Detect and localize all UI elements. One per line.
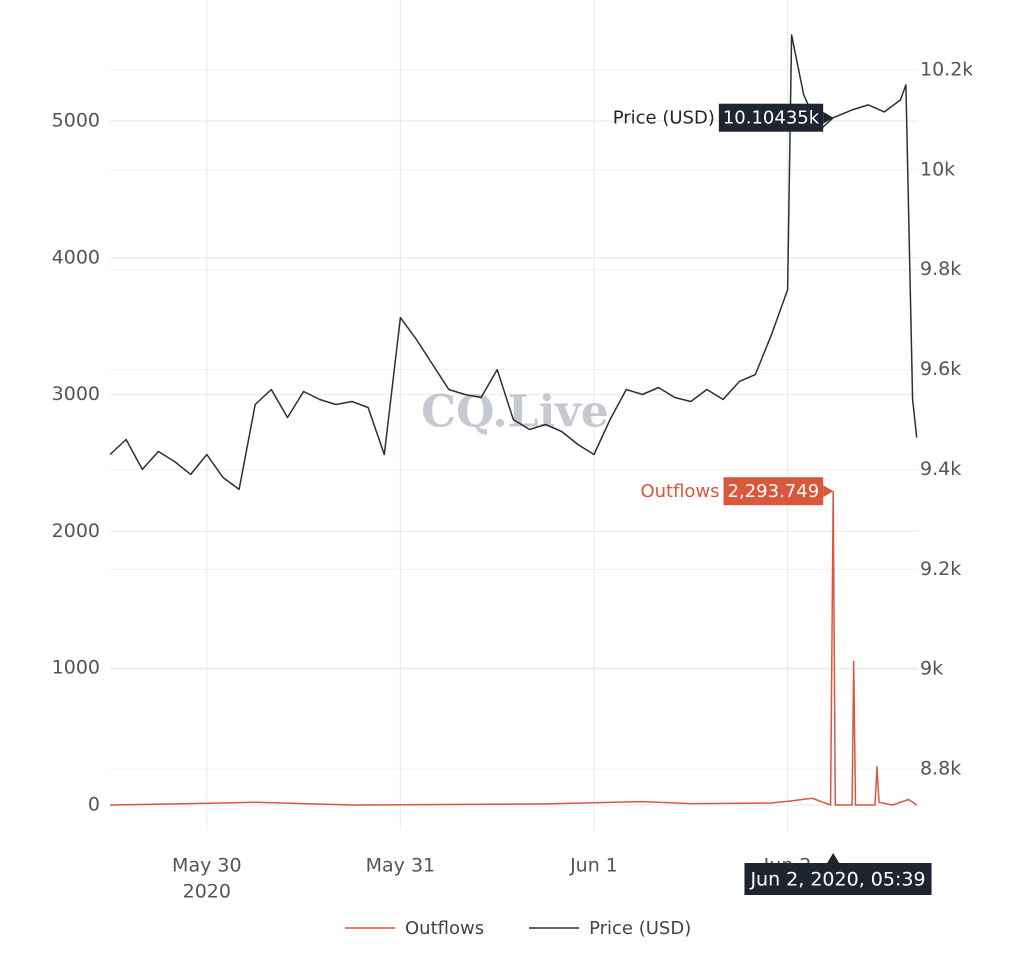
- series: [109, 34, 918, 806]
- y2-tick-label: 9.2k: [920, 558, 961, 580]
- y-tick-label: 5000: [52, 109, 100, 131]
- watermark: CQ.Live: [421, 387, 609, 438]
- y-tick-label: 4000: [52, 246, 100, 268]
- y-tick-label: 1000: [52, 657, 100, 679]
- y2-tick-label: 9.4k: [920, 458, 961, 480]
- legend-label: Price (USD): [589, 918, 691, 939]
- y2-tick-label: 9.6k: [920, 358, 961, 380]
- y-tick-label: 2000: [52, 520, 100, 542]
- tooltip-arrow: [823, 485, 834, 498]
- tooltip-name: Outflows: [640, 481, 719, 502]
- legend: Outflows Price (USD): [345, 918, 691, 939]
- x-tooltip-label: Jun 2, 2020, 05:39: [749, 869, 925, 891]
- x-tick-label: Jun 1: [569, 855, 618, 877]
- y-tick-label: 0: [88, 794, 100, 816]
- tooltip-value: 10.10435k: [723, 108, 820, 129]
- x-tooltip: Jun 2, 2020, 05:39: [744, 853, 932, 895]
- x-tick-label: May 31: [366, 855, 436, 877]
- y2-tick-label: 8.8k: [920, 758, 961, 780]
- tooltip-box: [723, 477, 824, 506]
- tooltip: 2,293.749 Outflows: [640, 477, 834, 506]
- tooltip-value: 2,293.749: [728, 481, 820, 502]
- series-line: [109, 490, 918, 806]
- hover-tooltips: 2,293.749 Outflows 10.10435k Price (USD) Jun…: [613, 103, 932, 895]
- x-tick-label: May 30: [172, 855, 242, 877]
- y2-tick-label: 10.2k: [920, 58, 973, 80]
- x-tick-sublabel: 2020: [183, 881, 231, 903]
- series-line: [109, 34, 918, 491]
- tooltip-arrow: [823, 111, 834, 124]
- grid: [110, 0, 918, 830]
- legend-label: Outflows: [405, 918, 484, 939]
- y2-tick-label: 10k: [920, 158, 955, 180]
- y-tick-label: 3000: [52, 383, 100, 405]
- y2-tick-label: 9k: [920, 658, 943, 680]
- tooltip: 10.10435k Price (USD): [613, 103, 834, 132]
- tooltip-name: Price (USD): [613, 108, 715, 129]
- y2-tick-label: 9.8k: [920, 258, 961, 280]
- x-tooltip-box: [744, 863, 932, 895]
- x-tooltip-arrow: [827, 853, 840, 863]
- tooltip-box: [718, 103, 824, 132]
